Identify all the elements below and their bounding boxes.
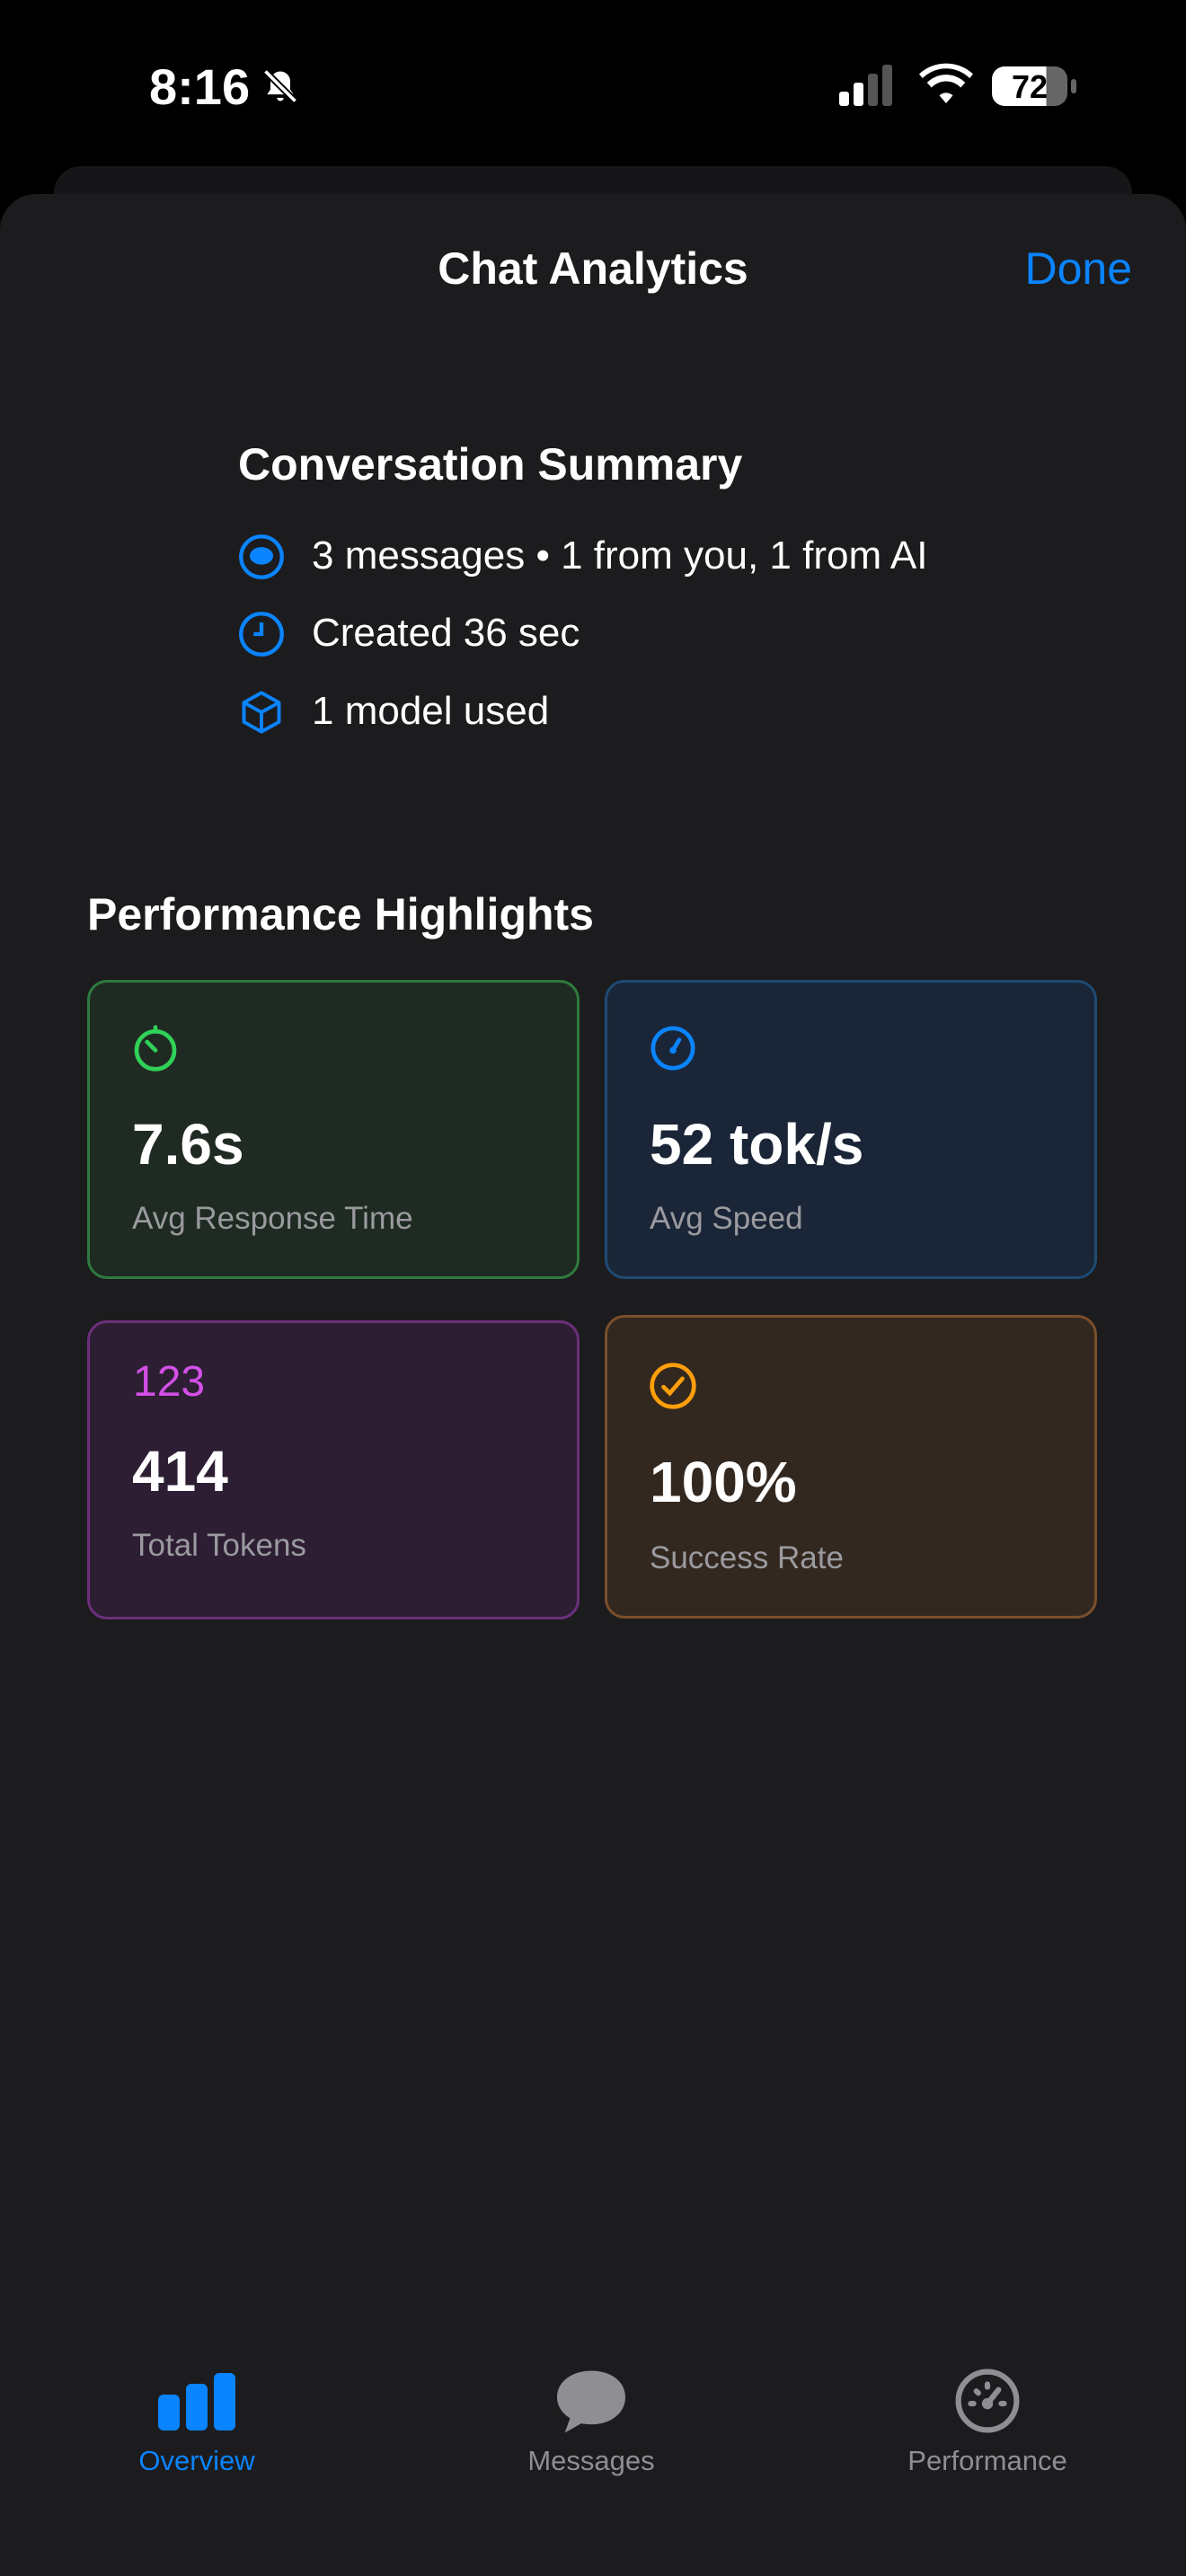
- stat-label: Avg Speed: [650, 1201, 803, 1236]
- performance-tab-icon[interactable]: [954, 2368, 1021, 2434]
- wifi-icon: [919, 63, 973, 103]
- stat-label: Total Tokens: [132, 1528, 306, 1563]
- summary-item: Created 36 sec: [312, 611, 580, 655]
- stat-label: Avg Response Time: [132, 1201, 413, 1236]
- signal-icon: [839, 65, 892, 106]
- status-time: 8:16: [149, 58, 251, 115]
- stat-card: 52 tok/s Avg Speed: [605, 980, 1097, 1279]
- timer-icon: [134, 1025, 177, 1072]
- tab-label[interactable]: Messages: [527, 2445, 655, 2476]
- section-title: Conversation Summary: [238, 439, 743, 490]
- messages-tab-icon[interactable]: [553, 2368, 629, 2436]
- stat-value: 100%: [650, 1450, 797, 1514]
- tab-label[interactable]: Overview: [138, 2445, 255, 2476]
- stat-label: Success Rate: [650, 1540, 844, 1575]
- summary-item: 3 messages • 1 from you, 1 from AI: [312, 534, 928, 578]
- check-icon: [650, 1363, 696, 1409]
- stat-value: 414: [132, 1439, 228, 1504]
- message-icon: [239, 534, 284, 579]
- battery-cap: [1071, 79, 1076, 93]
- stat-card: 123 414 Total Tokens: [87, 1320, 580, 1619]
- battery-level: 72: [1011, 68, 1049, 105]
- stat-icon-text: 123: [133, 1358, 206, 1406]
- done-button[interactable]: Done: [1024, 243, 1132, 294]
- stat-value: 52 tok/s: [650, 1112, 864, 1177]
- stat-value: 7.6s: [132, 1112, 244, 1177]
- silent-icon: [262, 68, 298, 104]
- overview-tab-icon[interactable]: [156, 2371, 237, 2430]
- battery: [992, 66, 1067, 106]
- stat-card: 100% Success Rate: [605, 1315, 1097, 1619]
- sheet-title: Chat Analytics: [438, 243, 748, 294]
- tab-label[interactable]: Performance: [907, 2445, 1067, 2476]
- cube-icon: [242, 691, 281, 734]
- speed-icon: [651, 1026, 695, 1071]
- clock-icon: [239, 612, 284, 657]
- summary-item: 1 model used: [312, 689, 550, 733]
- section-title: Performance Highlights: [87, 889, 594, 940]
- stat-card: 7.6s Avg Response Time: [87, 980, 580, 1279]
